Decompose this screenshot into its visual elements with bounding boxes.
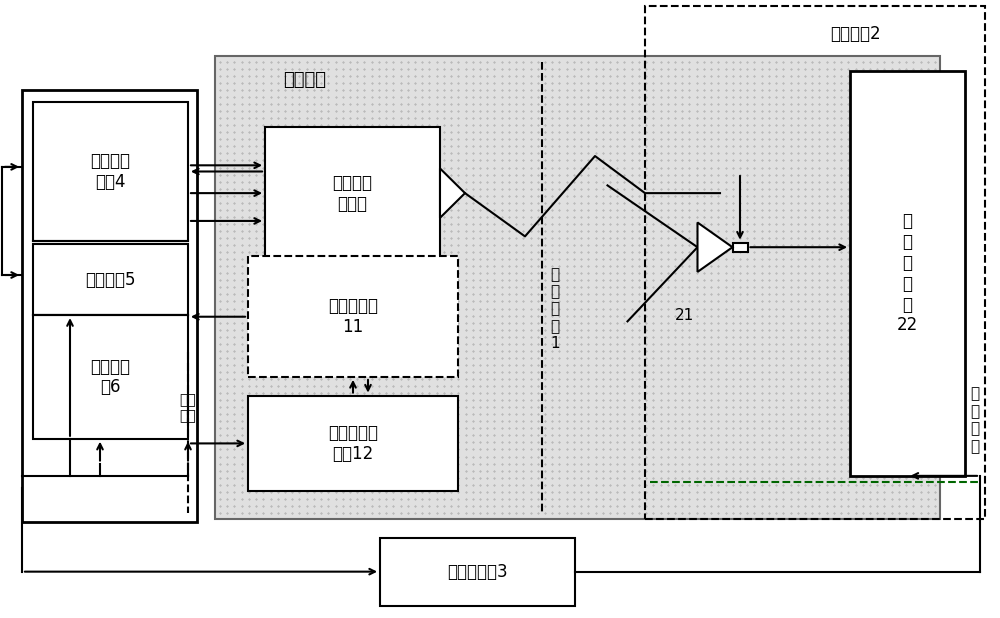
- Text: 待测相控
阵雷达: 待测相控 阵雷达: [333, 174, 373, 213]
- Text: 供电系统5: 供电系统5: [85, 271, 136, 289]
- Text: 21: 21: [675, 308, 695, 323]
- Text: 目标模拟源3: 目标模拟源3: [447, 562, 508, 581]
- Bar: [248, 396, 458, 491]
- Bar: [33, 244, 188, 315]
- Bar: [33, 315, 188, 439]
- Bar: [33, 102, 188, 241]
- Bar: [22, 90, 197, 522]
- Text: 微波暗室: 微波暗室: [284, 71, 326, 90]
- Bar: [248, 256, 458, 377]
- Bar: [732, 242, 748, 252]
- Text: 转
台
系
统
1: 转 台 系 统 1: [550, 267, 560, 351]
- Text: 同步
脉冲: 同步 脉冲: [180, 393, 196, 423]
- Bar: [850, 71, 965, 476]
- Bar: [645, 6, 985, 519]
- Text: 主控计算
机6: 主控计算 机6: [90, 358, 130, 396]
- Text: 六轴机械臂
11: 六轴机械臂 11: [328, 297, 378, 336]
- Polygon shape: [440, 168, 465, 218]
- Bar: [215, 56, 940, 519]
- Text: 目标天线2: 目标天线2: [830, 25, 880, 43]
- Text: 天
线
扫
描
架
22: 天 线 扫 描 架 22: [897, 213, 918, 334]
- Bar: [265, 127, 440, 260]
- Polygon shape: [698, 222, 732, 272]
- Text: 机械臂控制
系统12: 机械臂控制 系统12: [328, 424, 378, 463]
- Text: 射
频
电
缆: 射 频 电 缆: [970, 387, 980, 454]
- Bar: [380, 538, 575, 606]
- Text: 信息采集
系统4: 信息采集 系统4: [90, 152, 130, 191]
